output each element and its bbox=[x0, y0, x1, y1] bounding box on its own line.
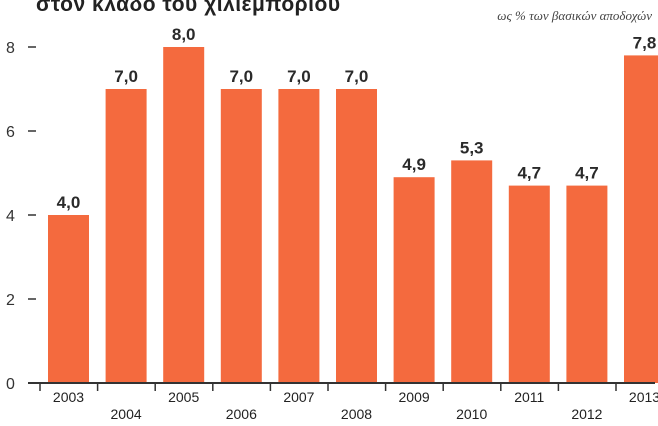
value-label: 4,7 bbox=[517, 164, 541, 183]
bar bbox=[163, 47, 205, 383]
unit-note: ως % των βασικών αποδοχών bbox=[497, 8, 652, 23]
category-label: 2007 bbox=[283, 389, 314, 405]
category-label: 2010 bbox=[456, 406, 487, 422]
y-tick-label: 8 bbox=[6, 40, 15, 57]
category-label: 2004 bbox=[111, 406, 142, 422]
bar bbox=[393, 177, 435, 383]
bar bbox=[48, 215, 89, 383]
category-label: 2008 bbox=[341, 406, 372, 422]
bar bbox=[508, 185, 550, 383]
y-tick-label: 0 bbox=[6, 376, 15, 393]
category-label: 2011 bbox=[514, 389, 544, 405]
value-label: 4,0 bbox=[57, 193, 81, 212]
value-label: 7,0 bbox=[287, 67, 311, 86]
bar bbox=[105, 89, 147, 383]
y-tick-label: 2 bbox=[6, 292, 15, 309]
value-label: 7,0 bbox=[114, 67, 138, 86]
category-label: 2013 bbox=[629, 389, 658, 405]
value-label: 7,0 bbox=[229, 67, 253, 86]
value-label: 7,8 bbox=[633, 33, 657, 52]
y-tick-label: 6 bbox=[6, 124, 15, 141]
bar bbox=[336, 89, 377, 383]
y-tick-label: 4 bbox=[6, 208, 15, 225]
category-label: 2006 bbox=[226, 406, 257, 422]
value-label: 8,0 bbox=[172, 25, 196, 44]
bar bbox=[566, 185, 608, 383]
value-label: 7,0 bbox=[345, 67, 369, 86]
category-label: 2012 bbox=[571, 406, 602, 422]
chart-title: στον κλάδο του χιλιεμπορίου bbox=[36, 0, 341, 16]
value-label: 4,7 bbox=[575, 164, 599, 183]
category-label: 2009 bbox=[399, 389, 430, 405]
bar bbox=[624, 55, 658, 384]
bar bbox=[278, 89, 320, 383]
category-label: 2003 bbox=[53, 389, 84, 405]
bar bbox=[451, 160, 493, 383]
category-label: 2005 bbox=[168, 389, 199, 405]
bar bbox=[220, 89, 262, 383]
value-label: 4,9 bbox=[402, 155, 426, 174]
value-label: 5,3 bbox=[460, 138, 484, 157]
